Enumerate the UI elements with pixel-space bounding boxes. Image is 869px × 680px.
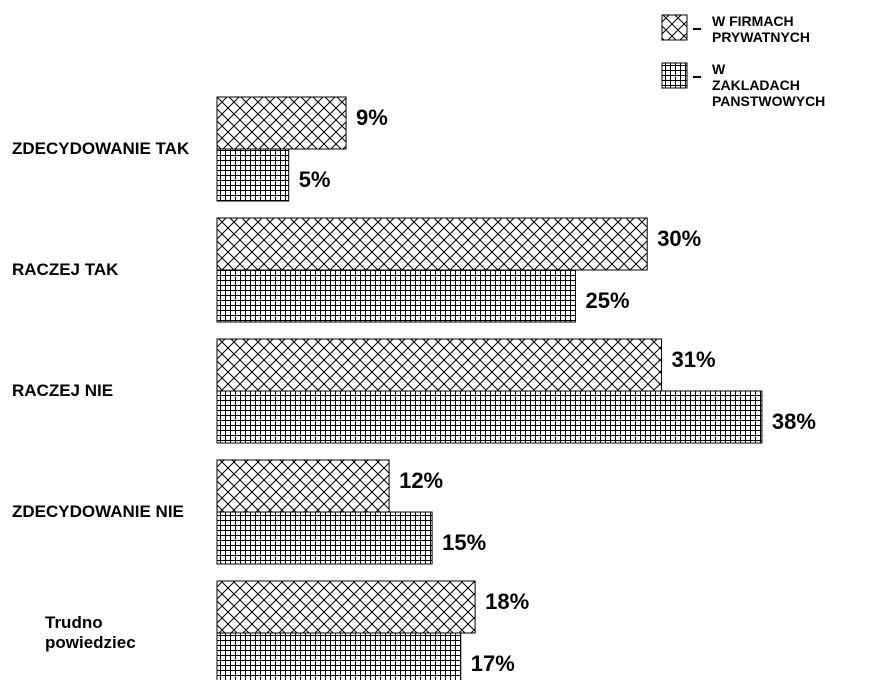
value-label: 25% bbox=[586, 288, 630, 313]
bar bbox=[216, 511, 433, 565]
value-label: 38% bbox=[772, 409, 816, 434]
legend-swatch bbox=[661, 62, 688, 89]
value-label: 30% bbox=[657, 226, 701, 251]
category-label: RACZEJ TAK bbox=[12, 260, 119, 279]
category-label: ZDECYDOWANIE NIE bbox=[12, 502, 184, 521]
bar bbox=[216, 269, 576, 323]
bar bbox=[216, 459, 390, 513]
legend-swatch bbox=[661, 14, 688, 41]
bar bbox=[216, 338, 663, 392]
category-label: RACZEJ NIE bbox=[12, 381, 114, 400]
bar bbox=[216, 580, 476, 634]
bar bbox=[216, 217, 648, 271]
value-label: 15% bbox=[442, 530, 486, 555]
value-label: 18% bbox=[485, 589, 529, 614]
value-label: 31% bbox=[672, 347, 716, 372]
bar bbox=[216, 632, 462, 680]
legend-label: W FIRMACH PRYWATNYCH bbox=[712, 13, 810, 45]
value-label: 17% bbox=[471, 651, 515, 676]
value-label: 5% bbox=[299, 167, 331, 192]
value-label: 9% bbox=[356, 105, 388, 130]
category-label: Trudno powiedziec bbox=[45, 613, 136, 652]
bar bbox=[216, 148, 290, 202]
category-label: ZDECYDOWANIE TAK bbox=[12, 139, 190, 158]
legend-label: W ZAKLADACH PANSTWOWYCH bbox=[712, 61, 826, 109]
bar bbox=[216, 96, 347, 150]
bar bbox=[216, 390, 763, 444]
value-label: 12% bbox=[399, 468, 443, 493]
